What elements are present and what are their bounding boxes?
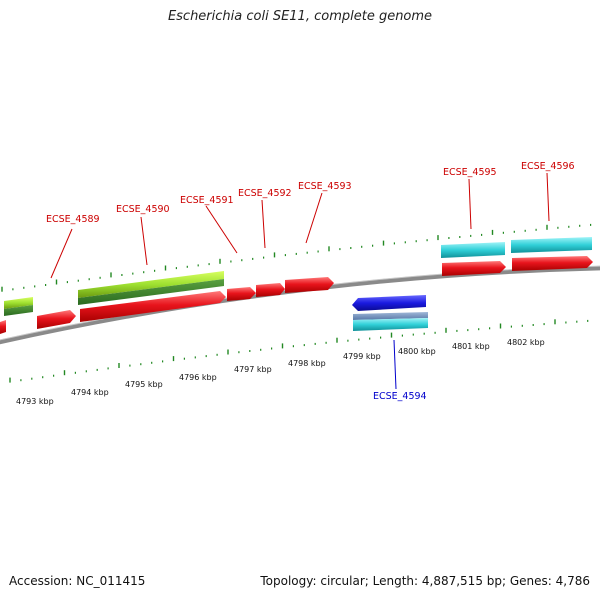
gene-block[interactable] (78, 271, 224, 298)
gene-block[interactable] (78, 279, 224, 305)
kbp-label: 4796 kbp (179, 373, 217, 382)
gene-block[interactable] (4, 305, 33, 316)
gene-arrow[interactable] (80, 291, 226, 322)
gene-block[interactable] (353, 312, 428, 320)
kbp-label: 4800 kbp (398, 347, 436, 356)
genome-summary-text: Topology: circular; Length: 4,887,515 bp… (260, 574, 590, 588)
reverse-strand-ticks (9, 319, 589, 383)
kbp-label: 4795 kbp (125, 380, 163, 389)
kbp-label: 4793 kbp (16, 397, 54, 406)
gene-arrow[interactable] (442, 261, 506, 276)
gene-label-4595[interactable]: ECSE_4595 (443, 167, 497, 178)
gene-arrow[interactable] (285, 277, 334, 293)
genome-title: Escherichia coli SE11, complete genome (167, 9, 433, 24)
gene-label-4589[interactable]: ECSE_4589 (46, 214, 100, 225)
gene-arrow[interactable] (512, 256, 593, 271)
kbp-label: 4798 kbp (288, 359, 326, 368)
forward-genes (0, 256, 593, 334)
kbp-label: 4802 kbp (507, 338, 545, 347)
gene-label-4594[interactable]: ECSE_4594 (373, 391, 427, 402)
gene-label-4590[interactable]: ECSE_4590 (116, 204, 170, 215)
accession-text: Accession: NC_011415 (9, 574, 146, 588)
reverse-genes (352, 295, 428, 331)
outer-lane-genes (4, 237, 592, 316)
gene-arrow[interactable] (256, 283, 285, 297)
gene-label-4593[interactable]: ECSE_4593 (298, 181, 352, 192)
gene-arrow[interactable] (37, 310, 76, 329)
gene-block[interactable] (441, 242, 505, 258)
gene-label-4592[interactable]: ECSE_4592 (238, 188, 292, 199)
kbp-label: 4799 kbp (343, 352, 381, 361)
gene-labels: ECSE_4589 ECSE_4590 ECSE_4591 ECSE_4592 … (46, 161, 575, 402)
gene-label-4596[interactable]: ECSE_4596 (521, 161, 575, 172)
gene-block[interactable] (353, 318, 428, 331)
gene-arrow-reverse[interactable] (352, 295, 426, 311)
kbp-labels: 4793 kbp 4794 kbp 4795 kbp 4796 kbp 4797… (16, 338, 545, 406)
forward-strand-ticks (1, 223, 592, 292)
gene-arrow[interactable] (227, 287, 256, 301)
gene-block[interactable] (511, 237, 592, 253)
kbp-label: 4801 kbp (452, 342, 490, 351)
kbp-label: 4797 kbp (234, 365, 272, 374)
gene-label-4591[interactable]: ECSE_4591 (180, 195, 234, 206)
kbp-label: 4794 kbp (71, 388, 109, 397)
label-leaders (50, 172, 550, 390)
gene-arrow[interactable] (0, 320, 6, 334)
